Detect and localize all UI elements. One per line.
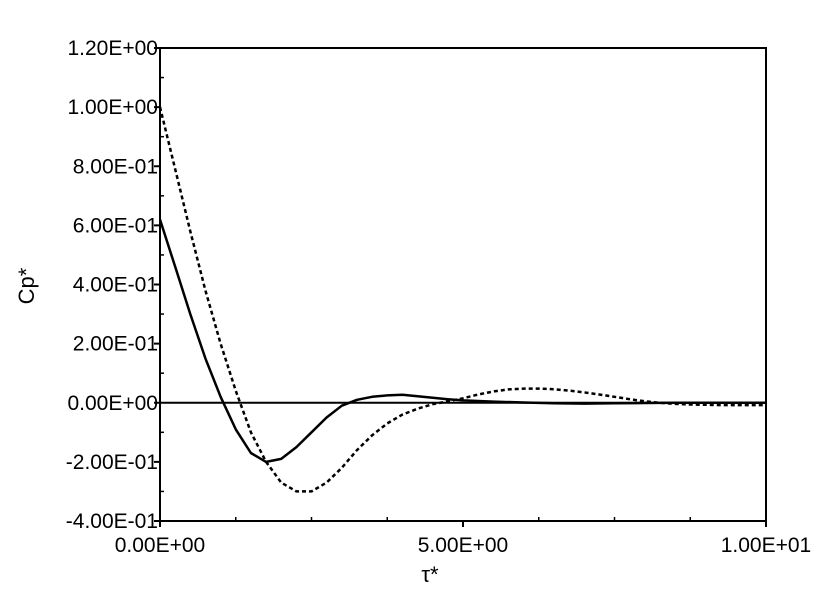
y-tick-label: 1.00E+00 xyxy=(67,96,158,119)
x-tick-label: 0.00E+00 xyxy=(115,534,206,557)
y-tick-label: 4.00E-01 xyxy=(73,274,158,297)
ticks-layer xyxy=(154,47,767,527)
x-axis-label: τ* xyxy=(421,562,439,587)
x-tick-label: 1.00E+01 xyxy=(721,534,812,557)
y-tick-label: -2.00E-01 xyxy=(66,451,158,474)
tick-labels-layer: 1.20E+00 1.00E+00 8.00E-01 6.00E-01 4.00E-01… xyxy=(66,37,811,557)
y-tick-label: 2.00E-01 xyxy=(73,333,158,356)
y-tick-label: 1.20E+00 xyxy=(67,37,158,60)
series-line-1 xyxy=(158,219,766,464)
series-layer xyxy=(158,106,766,493)
y-tick-label: 0.00E+00 xyxy=(67,392,158,415)
series-line-2 xyxy=(158,106,766,493)
y-tick-label: -4.00E-01 xyxy=(66,510,158,533)
plot-area-frame xyxy=(159,47,767,522)
y-axis-label: Cp* xyxy=(14,267,39,304)
x-tick-label: 5.00E+00 xyxy=(418,534,509,557)
y-tick-label: 8.00E-01 xyxy=(73,155,158,178)
y-tick-label: 6.00E-01 xyxy=(73,214,158,237)
